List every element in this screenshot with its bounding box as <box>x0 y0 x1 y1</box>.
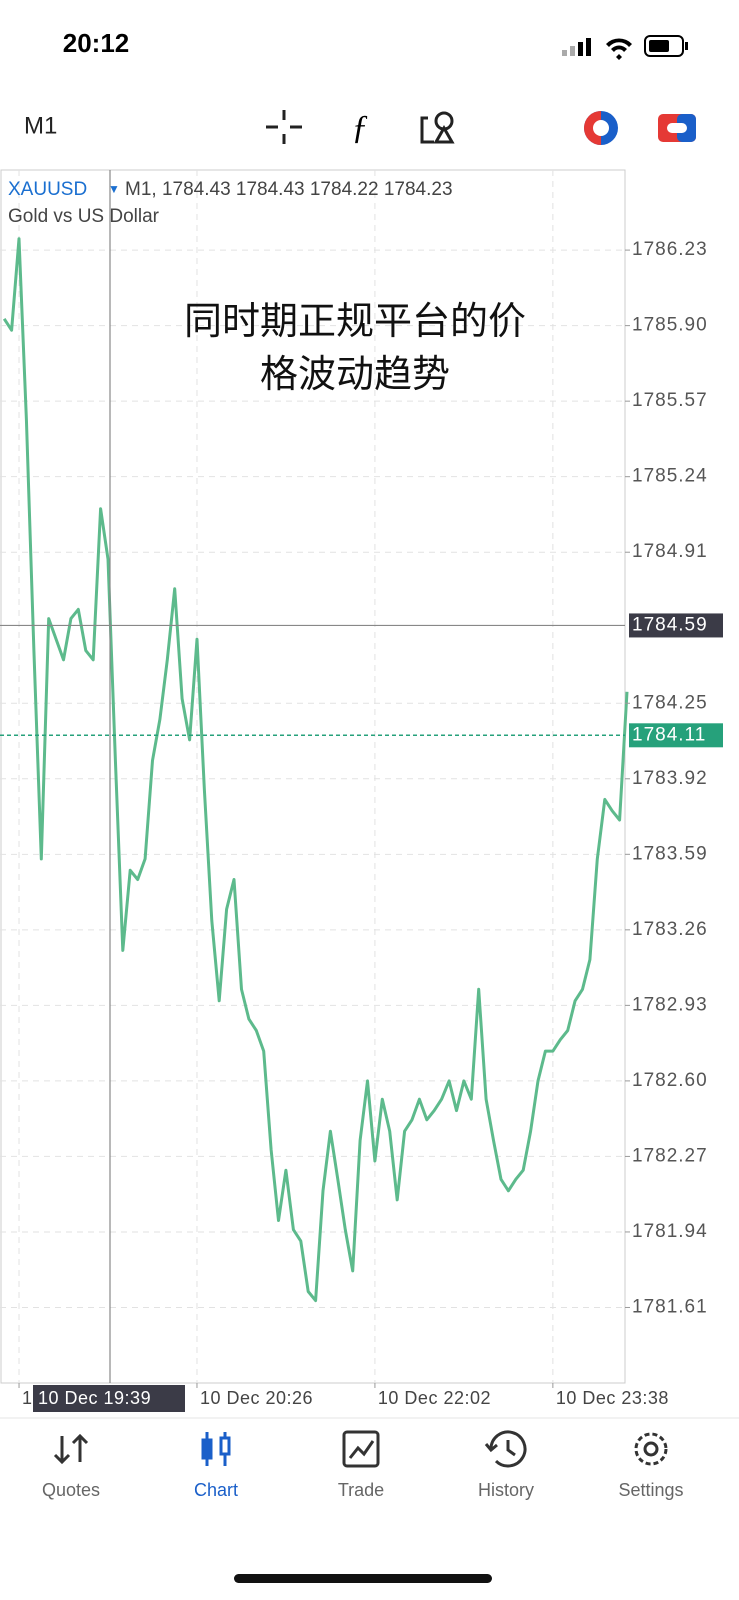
quotes-icon[interactable] <box>53 1433 89 1465</box>
crosshair-tool[interactable] <box>266 110 302 144</box>
annotation: 同时期正规平台的价 <box>184 301 526 343</box>
current-price: 1784.11 <box>632 724 706 745</box>
x-tick-label: 10 Dec 23:38 <box>556 1388 669 1408</box>
symbol-arrow[interactable]: ▼ <box>108 182 120 196</box>
y-tick-label: 1785.57 <box>632 390 708 411</box>
y-tick-label: 1782.93 <box>632 994 708 1015</box>
current-price-box <box>629 723 723 748</box>
tab-label[interactable]: History <box>478 1480 534 1500</box>
y-tick-label: 1784.25 <box>632 692 708 713</box>
y-tick-label: 1783.92 <box>632 768 708 789</box>
crosshair-time: 10 Dec 19:39 <box>38 1388 151 1408</box>
status-icons <box>562 35 688 60</box>
y-tick-label: 1783.26 <box>632 919 708 940</box>
history-icon[interactable] <box>484 1430 527 1468</box>
y-tick-label: 1786.23 <box>632 239 708 260</box>
y-tick-label: 1782.27 <box>632 1145 708 1166</box>
status-time: 20:12 <box>63 28 130 58</box>
plot <box>0 170 629 1383</box>
timeframe[interactable]: M1 <box>24 112 57 139</box>
crosshair-price: 1784.59 <box>632 614 708 635</box>
trade-icon[interactable] <box>658 114 696 142</box>
tab-label[interactable]: Settings <box>618 1480 683 1500</box>
subtitle: Gold vs US Dollar <box>8 206 160 227</box>
crosshair-time-box <box>33 1385 185 1412</box>
crosshair-price-box <box>629 613 723 638</box>
y-tick-label: 1783.59 <box>632 843 708 864</box>
tab-label[interactable]: Quotes <box>42 1480 100 1500</box>
y-tick-label: 1781.94 <box>632 1221 708 1242</box>
indicator-tool[interactable]: ƒ <box>352 109 369 146</box>
objects-tool[interactable] <box>420 111 455 144</box>
y-tick-label: 1781.61 <box>632 1296 708 1317</box>
ohlc-info: M1, 1784.43 1784.43 1784.22 1784.23 <box>125 179 453 200</box>
symbol[interactable]: XAUUSD <box>8 179 87 200</box>
price-line <box>2 237 629 1303</box>
y-tick-label: 1782.60 <box>632 1070 708 1091</box>
tab-label[interactable]: Trade <box>338 1480 384 1500</box>
plot-frame <box>0 169 626 1384</box>
x-tick-label: 10 Dec 20:26 <box>200 1388 313 1408</box>
y-tick-label: 1785.24 <box>632 466 708 487</box>
x-tick-label: 10 Dec 22:02 <box>378 1388 491 1408</box>
account-icon[interactable] <box>584 111 618 145</box>
chart-icon[interactable] <box>201 1432 231 1466</box>
y-tick-label: 1785.90 <box>632 315 708 336</box>
trade-tab-icon[interactable] <box>342 1430 380 1468</box>
settings-icon[interactable] <box>634 1432 668 1466</box>
y-tick-label: 1784.91 <box>632 541 708 562</box>
x-tick-label: 1 <box>22 1388 33 1408</box>
home-indicator <box>234 1574 492 1583</box>
tab-label[interactable]: Chart <box>194 1480 238 1500</box>
annotation: 格波动趋势 <box>260 354 450 396</box>
